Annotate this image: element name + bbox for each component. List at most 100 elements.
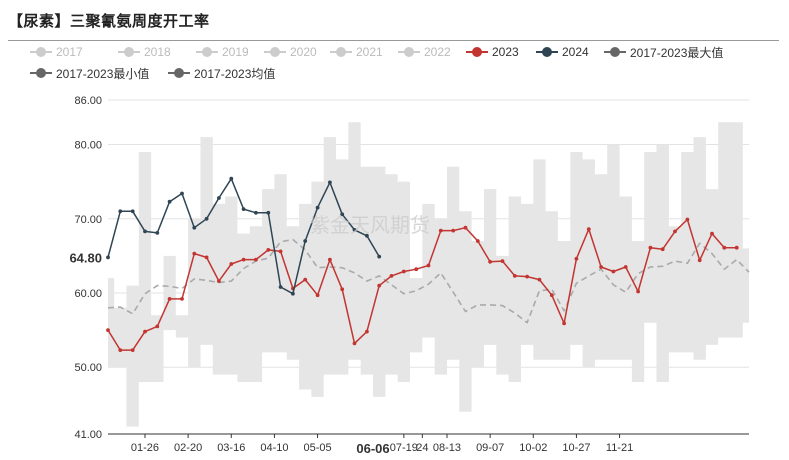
- series-point: [303, 239, 308, 243]
- legend-label: 2024: [562, 45, 589, 59]
- x-tick-label: 08-13: [433, 442, 461, 454]
- series-point: [204, 255, 209, 260]
- series-point: [475, 239, 480, 243]
- series-point: [303, 277, 308, 282]
- series-point: [586, 227, 591, 232]
- y-tick-label: 80.00: [74, 140, 102, 152]
- series-point: [660, 247, 665, 252]
- series-point: [180, 297, 184, 301]
- series-point: [192, 225, 197, 230]
- series-point: [525, 274, 529, 279]
- x-tick-label: 10-02: [519, 442, 547, 454]
- legend-symbol: [30, 46, 52, 58]
- legend-symbol: [168, 67, 190, 79]
- legend-item-2020[interactable]: 2020: [264, 44, 317, 60]
- series-point: [278, 249, 283, 254]
- legend-label: 2017-2023最小值: [56, 66, 150, 81]
- x-tick-label: 07-19: [390, 442, 418, 454]
- series-point: [611, 269, 616, 274]
- legend-item-2019[interactable]: 2019: [196, 44, 249, 60]
- series-point: [217, 196, 221, 200]
- y-tick-label: 41.00: [74, 429, 102, 441]
- series-point: [389, 274, 394, 278]
- y-tick-label: 50.00: [74, 362, 102, 374]
- series-point: [340, 212, 345, 217]
- series-layer: [106, 176, 750, 352]
- series-point: [118, 209, 123, 214]
- y-tick-label: 70.00: [74, 214, 102, 226]
- legend-item-2024[interactable]: 2024: [536, 44, 589, 60]
- series-point: [710, 231, 714, 236]
- x-tick-label: 02-20: [174, 442, 202, 454]
- legend-item-min[interactable]: 2017-2023最小值: [30, 65, 149, 81]
- legend-item-2023[interactable]: 2023: [466, 44, 519, 60]
- series-point: [377, 254, 382, 259]
- series-point: [167, 199, 172, 204]
- x-tick-label: 03-16: [217, 442, 245, 454]
- series-line: [107, 238, 750, 324]
- series-point: [106, 328, 110, 332]
- legend-label: 2017: [56, 45, 83, 59]
- x-tick-label: 09-07: [476, 442, 504, 454]
- legend-symbol: [398, 46, 420, 58]
- series-point: [636, 289, 640, 294]
- series-point: [623, 265, 628, 269]
- series-point: [451, 228, 456, 233]
- series-point: [130, 209, 135, 214]
- y-pointer-bg: [58, 247, 104, 268]
- series-point: [266, 248, 271, 252]
- legend-symbol: [118, 46, 140, 58]
- series-point: [463, 225, 468, 230]
- legend-symbol: [604, 46, 626, 58]
- series-point: [512, 274, 517, 278]
- series-point: [241, 207, 246, 212]
- series-line: [107, 218, 737, 351]
- chart-title: 【尿素】三聚氰氨周度开工率: [8, 13, 210, 30]
- series-point: [574, 256, 579, 261]
- series-point: [155, 231, 160, 235]
- legend-item-2021[interactable]: 2021: [330, 44, 383, 60]
- series-point: [648, 245, 653, 250]
- series-point: [340, 287, 345, 292]
- series-point: [130, 348, 135, 352]
- x-tick-label: 10-27: [562, 442, 590, 454]
- series-point: [278, 285, 283, 289]
- legend-label: 2018: [144, 45, 171, 59]
- x-tick-label: 04-10: [260, 442, 288, 454]
- y-tick-label: 86.00: [74, 95, 102, 107]
- legend-item-mean[interactable]: 2017-2023均值: [168, 65, 275, 81]
- series-point: [254, 210, 258, 215]
- series-point: [229, 176, 234, 181]
- series-point: [254, 257, 258, 262]
- legend-item-max[interactable]: 2017-2023最大值: [604, 44, 723, 60]
- series-point: [315, 205, 320, 210]
- series-point: [673, 229, 677, 234]
- legend-label: 2017-2023均值: [194, 66, 276, 81]
- legend-item-2022[interactable]: 2022: [398, 44, 451, 60]
- legend-symbol: [196, 46, 218, 58]
- legend-label: 2019: [222, 45, 249, 59]
- series-point: [685, 217, 690, 222]
- legend-label: 2023: [492, 45, 519, 59]
- series-point: [315, 293, 320, 298]
- legend-symbol: [264, 46, 286, 58]
- series-point: [722, 245, 727, 250]
- range-band: [108, 122, 749, 427]
- x-pointer-label: 06-06: [356, 441, 389, 456]
- series-point: [180, 191, 184, 196]
- range-band-area: [108, 122, 749, 427]
- series-point: [328, 180, 332, 185]
- legend-symbol: [330, 46, 352, 58]
- series-point: [217, 279, 221, 283]
- legend-label: 2020: [290, 45, 317, 59]
- series-point: [599, 265, 603, 269]
- series-point: [143, 329, 147, 334]
- watermark: 紫金天风期货: [310, 213, 430, 237]
- x-tick-label: 24: [416, 442, 428, 454]
- x-tick-label: 01-26: [131, 442, 159, 454]
- legend-item-2018[interactable]: 2018: [118, 44, 171, 60]
- legend-label: 2022: [424, 45, 451, 59]
- y-tick-label: 60.00: [74, 288, 102, 300]
- legend-item-2017[interactable]: 2017: [30, 44, 83, 60]
- x-tick-label: 11-21: [606, 442, 633, 454]
